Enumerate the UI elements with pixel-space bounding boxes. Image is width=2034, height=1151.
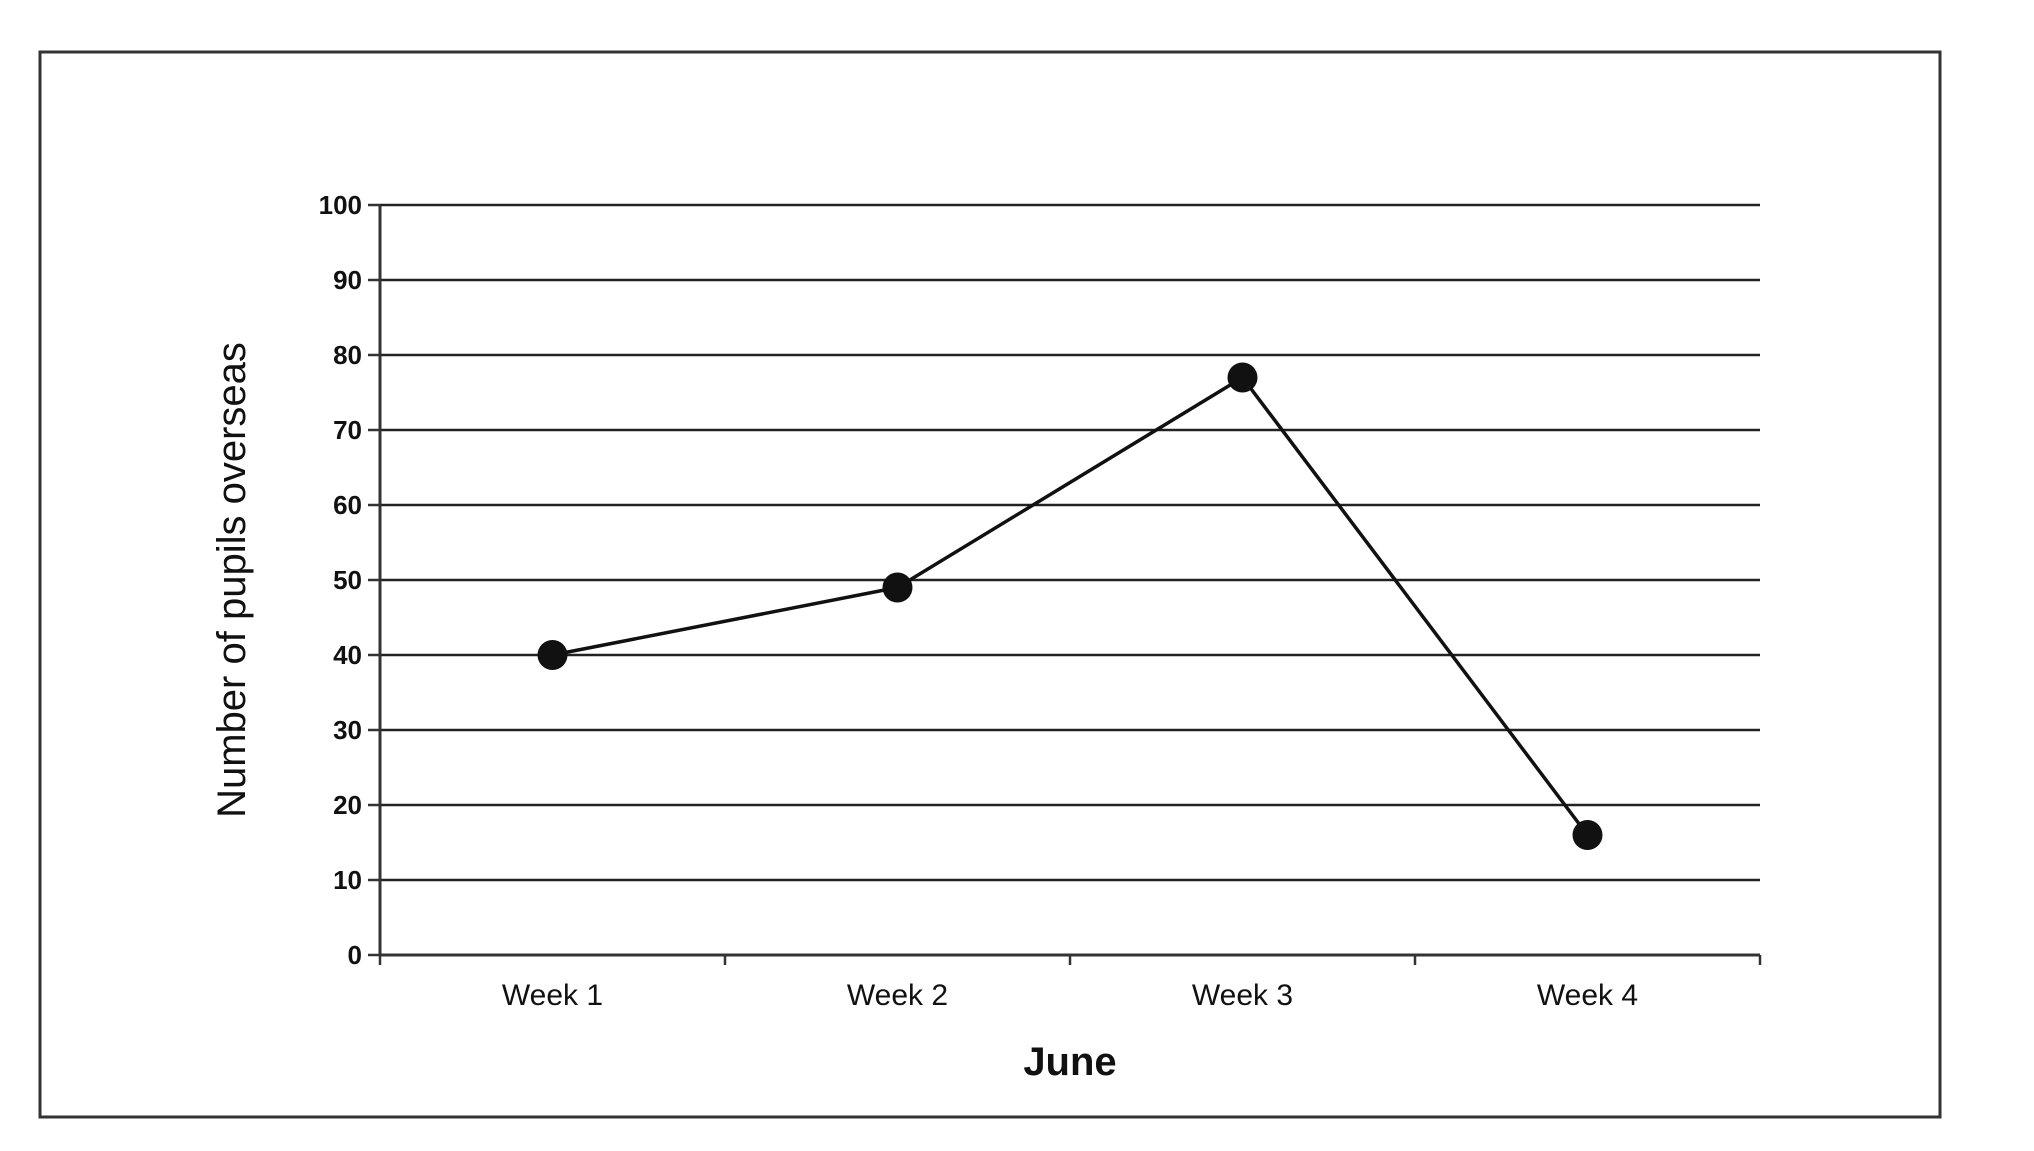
- y-tick-label: 60: [333, 490, 362, 520]
- y-tick-label: 0: [348, 940, 362, 970]
- x-tick-label: Week 1: [502, 979, 603, 1012]
- data-point: [1227, 362, 1258, 393]
- y-tick-label: 40: [333, 640, 362, 670]
- y-tick-labels: 0 10 20 30 40 50 60 70 80 90 100: [319, 190, 362, 970]
- axes: [378, 205, 1762, 965]
- y-tick-label: 100: [319, 190, 362, 220]
- grid-lines: [368, 203, 1760, 957]
- series-line: [552, 375, 1589, 837]
- chart-frame: [38, 50, 1942, 1119]
- y-tick-label: 70: [333, 415, 362, 445]
- series-group: [537, 362, 1603, 850]
- x-tick-label: Week 4: [1537, 979, 1638, 1012]
- data-point: [1572, 820, 1603, 850]
- y-tick-label: 20: [333, 790, 362, 820]
- y-tick-label: 90: [333, 265, 362, 295]
- y-tick-label: 30: [333, 715, 362, 745]
- y-tick-label: 80: [333, 340, 362, 370]
- y-tick-label: 50: [333, 565, 362, 595]
- x-tick-labels: Week 1 Week 2 Week 3 Week 4: [502, 979, 1638, 1012]
- data-point: [882, 572, 913, 603]
- x-tick-label: Week 2: [847, 979, 948, 1012]
- data-point: [537, 640, 568, 670]
- x-tick-label: Week 3: [1192, 979, 1293, 1012]
- y-axis-label: Number of pupils overseas: [210, 342, 254, 818]
- x-axis-label: June: [1023, 1040, 1116, 1084]
- y-tick-label: 10: [333, 865, 362, 895]
